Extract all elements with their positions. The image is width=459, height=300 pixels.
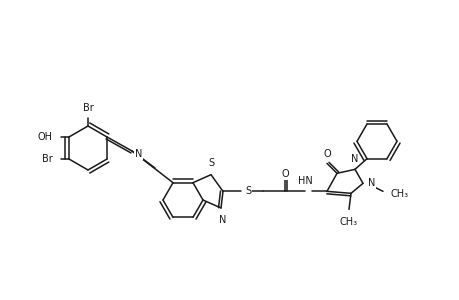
Text: Br: Br bbox=[83, 103, 93, 113]
Text: CH₃: CH₃ bbox=[339, 217, 357, 227]
Text: N: N bbox=[135, 149, 142, 159]
Text: CH₃: CH₃ bbox=[390, 189, 408, 199]
Text: N: N bbox=[351, 154, 358, 164]
Text: HN: HN bbox=[297, 176, 312, 186]
Text: N: N bbox=[219, 215, 226, 225]
Text: N: N bbox=[367, 178, 375, 188]
Text: S: S bbox=[245, 186, 251, 196]
Text: Br: Br bbox=[42, 154, 53, 164]
Text: O: O bbox=[323, 149, 330, 159]
Text: OH: OH bbox=[38, 132, 53, 142]
Text: S: S bbox=[207, 158, 213, 168]
Text: O: O bbox=[280, 169, 288, 179]
